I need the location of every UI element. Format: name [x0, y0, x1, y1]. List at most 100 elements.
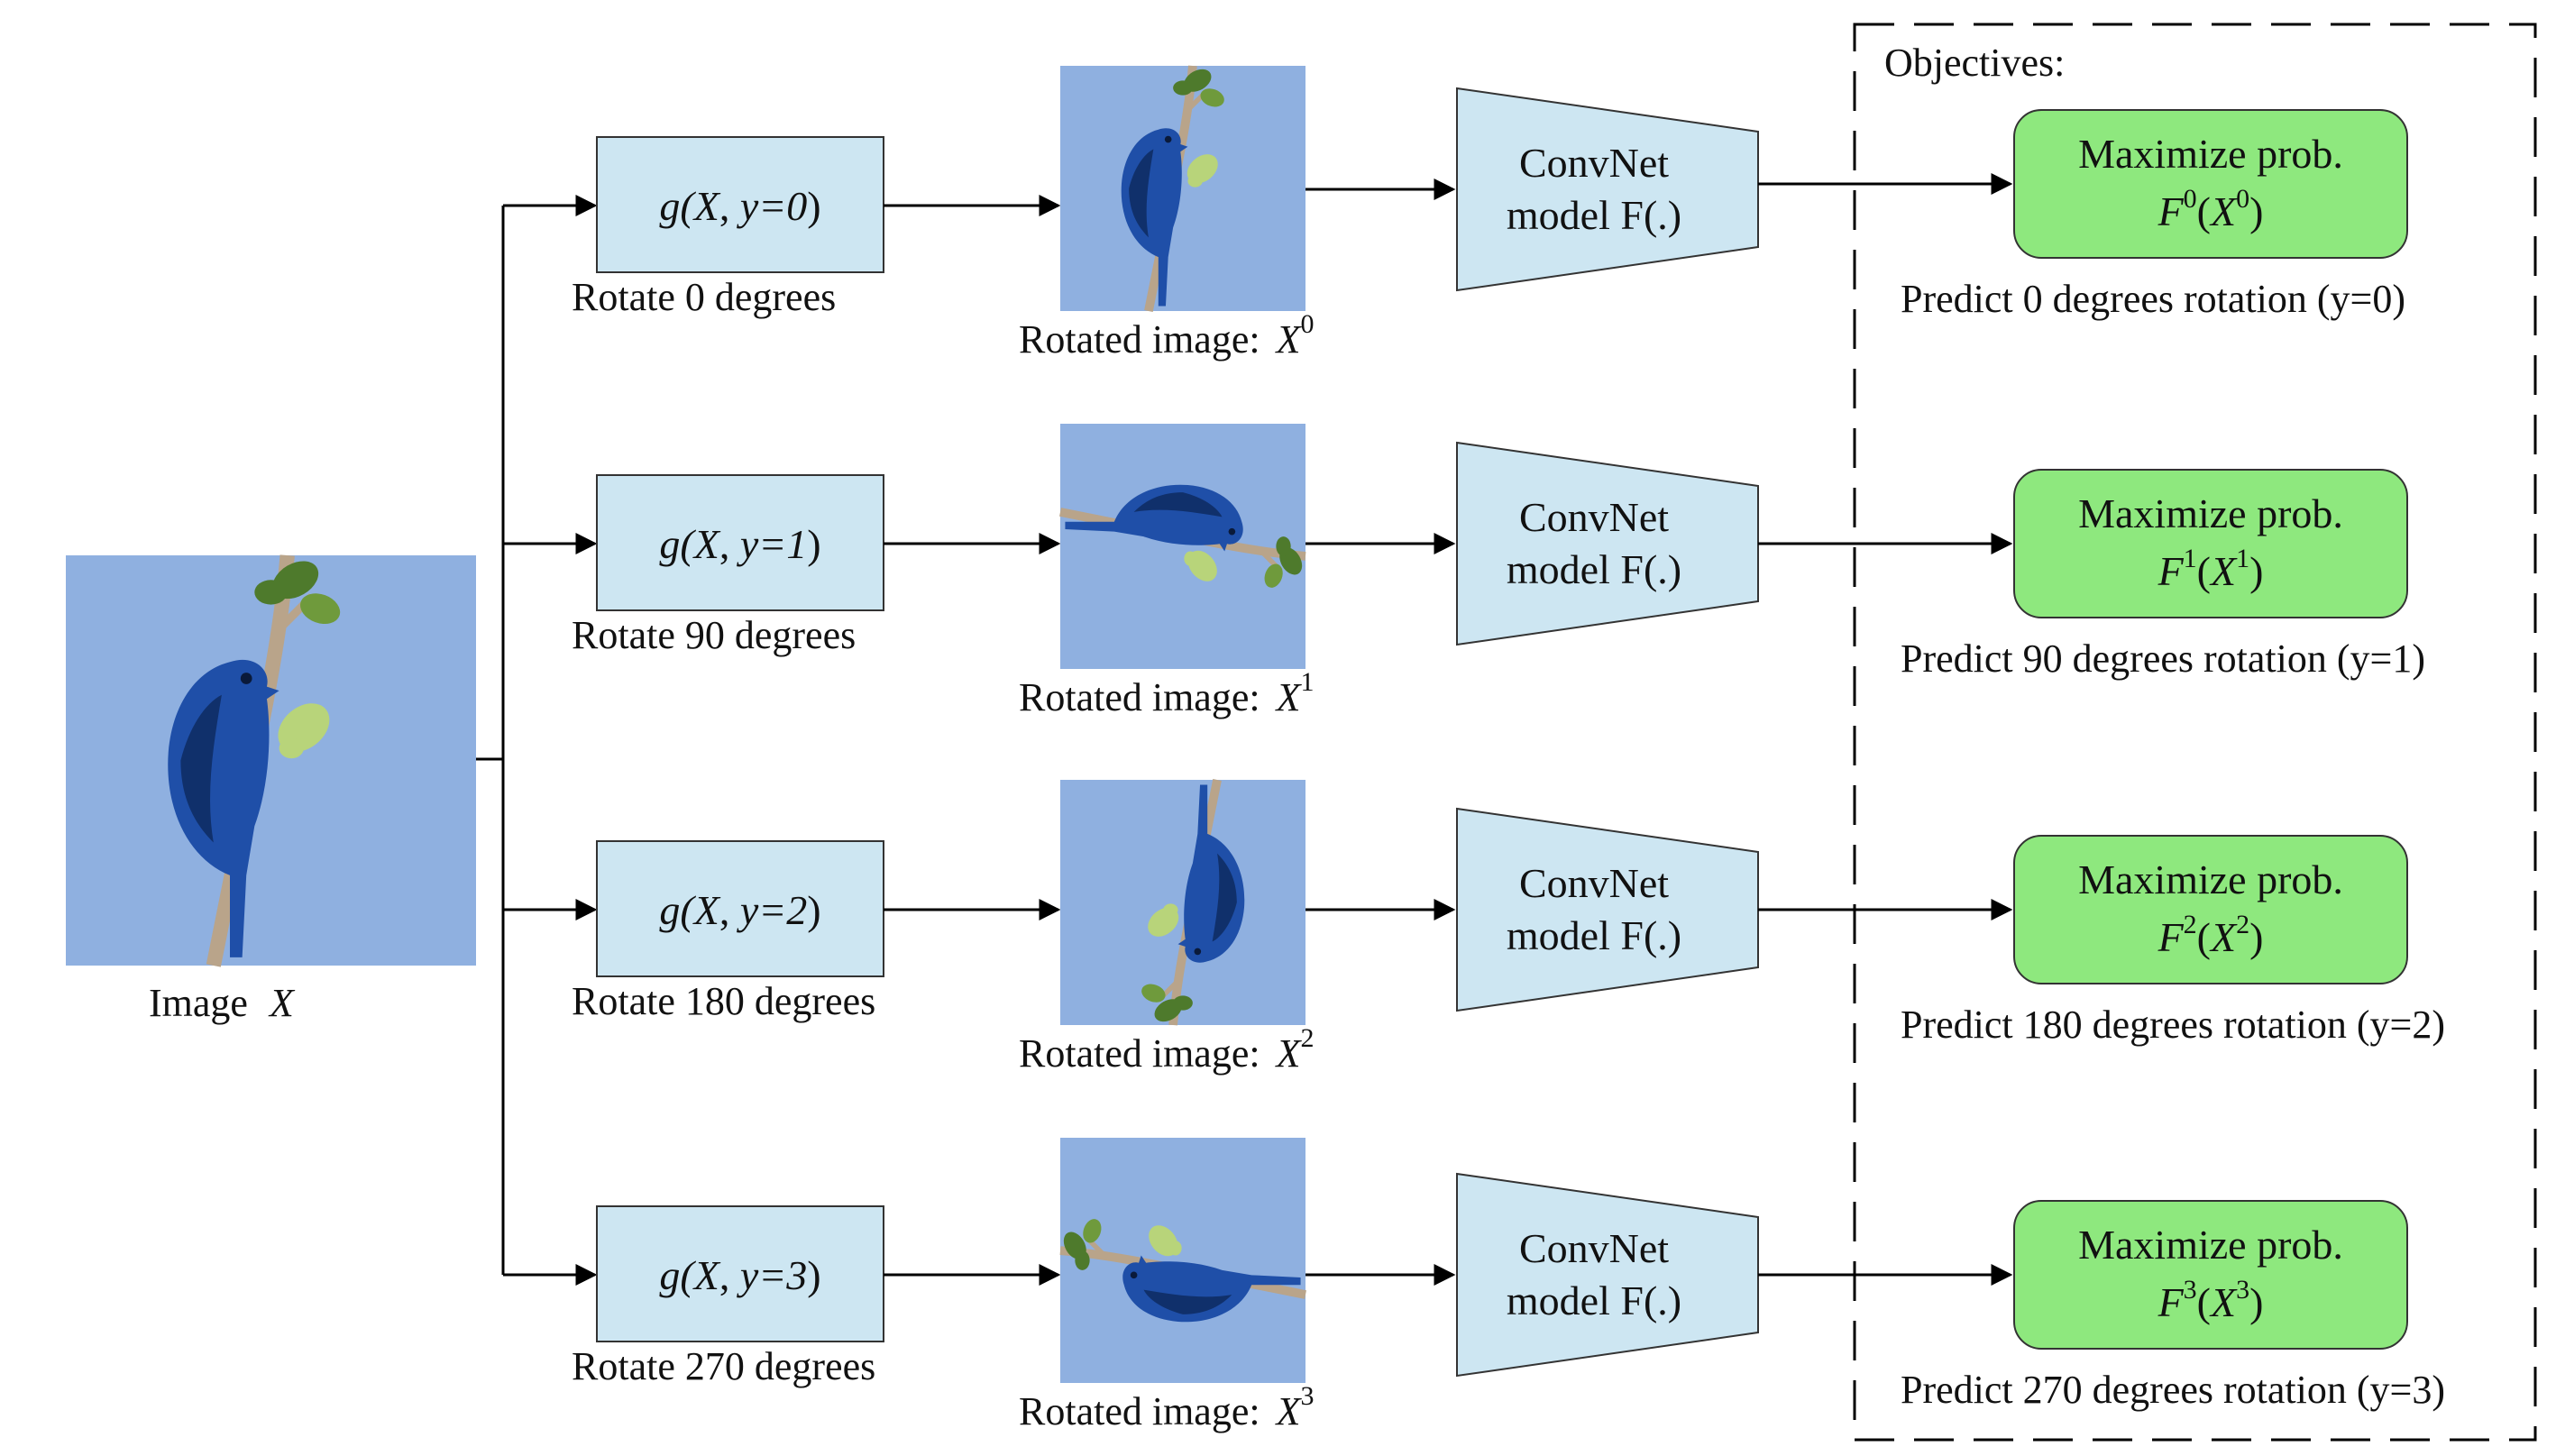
rotated-image-sup-1: 1 — [1300, 667, 1314, 697]
objective-box-2 — [2013, 835, 2408, 984]
objective-formula-open-0: ( — [2197, 188, 2211, 234]
transform-formula-close-3: ) — [807, 1252, 820, 1298]
rotated-image-1 — [1060, 424, 1306, 669]
transform-formula-close-1: ) — [807, 521, 820, 567]
rotate-label-2: Rotate 180 degrees — [572, 979, 875, 1023]
transform-box-3 — [596, 1205, 884, 1342]
transform-formula-y-3: y=3 — [737, 1252, 807, 1298]
objectives-region — [1853, 23, 2537, 1442]
rotated-image-label-text-0: Rotated image: — [1019, 317, 1260, 362]
rotated-image-sup-3: 3 — [1300, 1381, 1314, 1411]
objective-title-3: Maximize prob. — [2078, 1222, 2343, 1268]
transform-formula-close-0: ) — [807, 183, 820, 229]
transform-formula-prefix-2: g( — [659, 887, 696, 933]
objective-box-3 — [2013, 1200, 2408, 1350]
objective-formula-fsup-0: 0 — [2184, 184, 2197, 214]
rotated-image-var-2: X — [1275, 1031, 1303, 1076]
objective-formula-xsup-2: 2 — [2236, 910, 2249, 939]
rotated-image-label-2: Rotated image: X2 — [1019, 1023, 1314, 1076]
row-1: g(X, y=1) Rotate 90 degrees Rotated image:… — [503, 424, 2425, 719]
convnet-label-line1-0: ConvNet — [1519, 140, 1669, 186]
transform-formula-x-0: X — [692, 183, 721, 229]
objective-formula-f-3: F — [2157, 1279, 2185, 1325]
convnet-label-line1-1: ConvNet — [1519, 494, 1669, 540]
transform-formula-sep-2: , — [719, 887, 740, 933]
objective-formula-fsup-3: 3 — [2184, 1275, 2197, 1305]
predict-label-2: Predict 180 degrees rotation (y=2) — [1901, 1003, 2445, 1047]
objective-formula-fsup-1: 1 — [2184, 544, 2197, 573]
transform-formula-prefix-3: g( — [659, 1252, 696, 1298]
transform-formula-3: g(X, y=3) — [659, 1252, 820, 1298]
transform-box-1 — [596, 474, 884, 611]
transform-formula-x-1: X — [692, 521, 721, 567]
objective-title-1: Maximize prob. — [2078, 490, 2343, 536]
rotate-label-3: Rotate 270 degrees — [572, 1344, 875, 1388]
input-image-label-text: Image — [149, 981, 248, 1025]
objective-formula-close-0: ) — [2249, 188, 2263, 234]
objective-box-0 — [2013, 109, 2408, 259]
objective-formula-fsup-2: 2 — [2184, 910, 2197, 939]
objective-formula-x-3: X — [2209, 1279, 2238, 1325]
convnet-label-line2-2: model F(.) — [1507, 912, 1681, 958]
objective-formula-f-2: F — [2157, 914, 2185, 960]
rotated-image-2 — [1060, 780, 1305, 1026]
convnet-label-line2-3: model F(.) — [1507, 1277, 1681, 1323]
objective-formula-xsup-1: 1 — [2236, 544, 2249, 573]
transform-formula-sep-3: , — [719, 1252, 740, 1298]
transform-formula-1: g(X, y=1) — [659, 521, 820, 567]
convnet-block-1 — [1456, 441, 1759, 646]
transform-formula-sep-0: , — [719, 183, 740, 229]
predict-label-0: Predict 0 degrees rotation (y=0) — [1901, 277, 2405, 321]
objective-formula-open-3: ( — [2197, 1279, 2211, 1325]
convnet-label-line2-0: model F(.) — [1507, 192, 1681, 238]
input-image — [66, 554, 476, 966]
predict-label-3: Predict 270 degrees rotation (y=3) — [1901, 1368, 2445, 1412]
predict-label-1: Predict 90 degrees rotation (y=1) — [1901, 636, 2425, 681]
objective-formula-x-1: X — [2209, 548, 2238, 594]
rotated-image-label-text-1: Rotated image: — [1019, 675, 1260, 719]
transform-formula-y-0: y=0 — [737, 183, 807, 229]
objective-formula-xsup-0: 0 — [2236, 184, 2249, 214]
rotated-image-var-3: X — [1275, 1389, 1303, 1433]
rotated-image-label-text-2: Rotated image: — [1019, 1031, 1260, 1076]
objectives-title: Objectives: — [1884, 41, 2065, 85]
transform-formula-2: g(X, y=2) — [659, 887, 820, 933]
rotated-image-0 — [1060, 65, 1305, 311]
rotate-label-1: Rotate 90 degrees — [572, 613, 856, 657]
convnet-label-line2-1: model F(.) — [1507, 546, 1681, 592]
transform-formula-close-2: ) — [807, 887, 820, 933]
transform-formula-x-3: X — [692, 1252, 721, 1298]
objective-formula-1: F1(X1) — [2157, 544, 2264, 594]
convnet-block-3 — [1456, 1172, 1759, 1378]
rotated-image-var-0: X — [1275, 317, 1303, 362]
objective-formula-close-1: ) — [2249, 548, 2263, 594]
convnet-label-line1-2: ConvNet — [1519, 860, 1669, 906]
transform-formula-y-2: y=2 — [737, 887, 807, 933]
transform-box-0 — [596, 136, 884, 273]
transform-formula-y-1: y=1 — [737, 521, 807, 567]
transform-formula-sep-1: , — [719, 521, 740, 567]
transform-box-2 — [596, 840, 884, 977]
transform-formula-prefix-0: g( — [659, 183, 696, 229]
objective-formula-xsup-3: 3 — [2236, 1275, 2249, 1305]
objective-formula-x-0: X — [2209, 188, 2238, 234]
rotated-image-label-1: Rotated image: X1 — [1019, 667, 1314, 719]
objective-box-1 — [2013, 469, 2408, 618]
objective-formula-3: F3(X3) — [2157, 1275, 2264, 1325]
objective-formula-f-0: F — [2157, 188, 2185, 234]
objective-formula-f-1: F — [2157, 548, 2185, 594]
rotated-image-3 — [1059, 1138, 1305, 1383]
rotated-image-var-1: X — [1275, 675, 1303, 719]
objective-formula-close-3: ) — [2249, 1279, 2263, 1325]
input-image-label: Image X — [149, 981, 296, 1025]
rotated-image-sup-0: 0 — [1300, 309, 1314, 339]
rotated-image-label-3: Rotated image: X3 — [1019, 1381, 1314, 1433]
convnet-block-2 — [1456, 807, 1759, 1012]
transform-formula-x-2: X — [692, 887, 721, 933]
rotated-image-label-0: Rotated image: X0 — [1019, 309, 1314, 362]
convnet-block-0 — [1456, 87, 1759, 292]
